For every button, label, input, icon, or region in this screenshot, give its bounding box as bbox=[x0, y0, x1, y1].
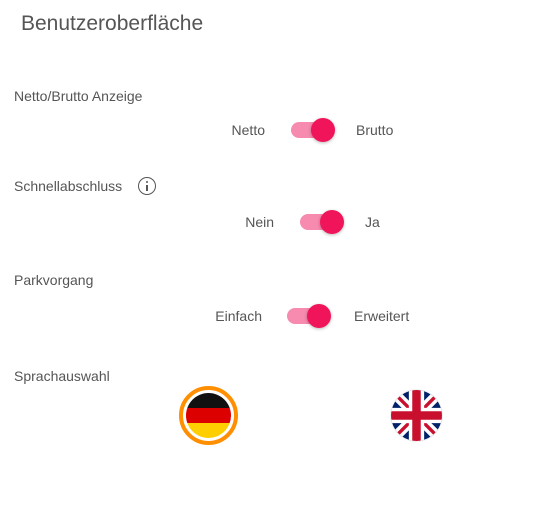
net-gross-switch[interactable] bbox=[289, 117, 335, 143]
parking-off-label: Einfach bbox=[215, 308, 262, 324]
page-title: Benutzeroberfläche bbox=[21, 12, 204, 35]
net-gross-toggle-row: Netto Brutto bbox=[190, 117, 393, 143]
quick-checkout-on-label: Ja bbox=[365, 214, 380, 230]
german-flag-icon[interactable] bbox=[179, 386, 238, 445]
quick-checkout-off-label: Nein bbox=[245, 214, 274, 230]
quick-checkout-switch[interactable] bbox=[298, 209, 344, 235]
info-icon[interactable] bbox=[138, 177, 156, 195]
german-flag-inner bbox=[186, 393, 231, 438]
switch-thumb bbox=[307, 304, 331, 328]
switch-thumb bbox=[311, 118, 335, 142]
net-gross-on-label: Brutto bbox=[356, 122, 394, 138]
uk-flag-icon[interactable] bbox=[391, 390, 442, 441]
quick-checkout-toggle-row: Nein Ja bbox=[190, 209, 380, 235]
parking-switch[interactable] bbox=[285, 303, 331, 329]
uk-flag-graphic bbox=[391, 390, 442, 441]
parking-on-label: Erweitert bbox=[354, 308, 410, 324]
net-gross-off-label: Netto bbox=[231, 122, 265, 138]
parking-toggle-row: Einfach Erweitert bbox=[150, 303, 409, 329]
net-gross-label: Netto/Brutto Anzeige bbox=[14, 88, 143, 104]
quick-checkout-label: Schnellabschluss bbox=[14, 178, 123, 194]
switch-thumb bbox=[320, 210, 344, 234]
language-label: Sprachauswahl bbox=[14, 368, 110, 384]
parking-label: Parkvorgang bbox=[14, 272, 94, 288]
